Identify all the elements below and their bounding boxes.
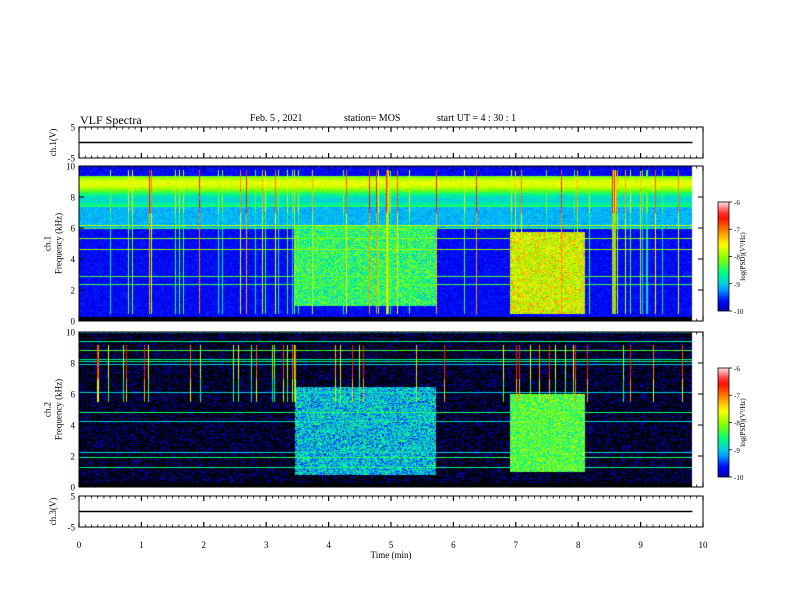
start-time-label: start UT = 4 : 30 : 1 (437, 113, 517, 124)
x-tick-label: 10 (699, 540, 709, 550)
ch2-colorbar-tick-label: -8 (734, 420, 740, 428)
x-tick-label: 1 (139, 540, 144, 550)
ch1-waveform-ylabel: ch.1(V) (48, 129, 58, 157)
station-label: station= MOS (344, 113, 401, 124)
ch1-waveform-y-tick-label: 5 (71, 123, 76, 133)
ch1-spectrogram-y-tick-label: 6 (71, 224, 76, 234)
ch2-spectrogram-y-tick-label: 4 (71, 421, 76, 431)
ch2-spectrogram-y-tick-label: 6 (71, 390, 76, 400)
x-tick-label: 0 (77, 540, 82, 550)
ch1-spectrogram-ylabel-line2: Frequency (kHz) (54, 213, 64, 274)
ch2-colorbar-tick-label: -7 (734, 392, 740, 400)
ch1-spectrogram-y-tick-label: 4 (71, 255, 76, 265)
x-tick-label: 5 (389, 540, 394, 550)
x-axis-label: Time (min) (371, 550, 412, 560)
ch1-spectrogram-y-tick-label: 10 (66, 162, 76, 172)
ch3-waveform-y-tick-label: -5 (68, 523, 76, 533)
ch2-colorbar (717, 367, 730, 478)
ch1-colorbar-tick-label: -8 (734, 254, 740, 262)
figure-title: VLF Spectra (80, 113, 142, 127)
x-tick-label: 4 (326, 540, 331, 550)
ch2-spectrogram-y-tick-label: 0 (71, 483, 76, 493)
ch2-spectrogram-y-tick-label: 8 (71, 359, 76, 369)
x-tick-label: 6 (451, 540, 456, 550)
ch1-colorbar-label: log(PSD)(V²/Hz) (739, 232, 747, 281)
ch1-spectrogram-y-tick-label: 2 (71, 286, 76, 296)
ch1-waveform-y-tick-label: -5 (68, 154, 76, 164)
ch1-colorbar-tick-label: -10 (734, 308, 744, 316)
x-tick-label: 2 (202, 540, 207, 550)
ch3-waveform-y-tick-label: 5 (71, 492, 76, 502)
ch2-spectrogram-ylabel-line1: ch.2 (43, 402, 53, 417)
ch1-colorbar-tick-label: -9 (734, 281, 740, 289)
ch2-colorbar-label: log(PSD)(V²/Hz) (739, 398, 747, 447)
ch2-spectrogram-y-tick-label: 2 (71, 452, 76, 462)
date-label: Feb. 5 , 2021 (250, 113, 303, 124)
ch2-spectrogram-y-tick-label: 10 (66, 328, 76, 338)
x-tick-label: 3 (264, 540, 269, 550)
x-tick-label: 8 (576, 540, 581, 550)
ch2-colorbar-tick-label: -6 (734, 365, 740, 373)
ch1-spectrogram-ylabel-line1: ch.1 (43, 236, 53, 251)
x-tick-label: 9 (638, 540, 643, 550)
ch2-colorbar-tick-label: -10 (734, 474, 744, 482)
ch1-colorbar (717, 201, 730, 312)
ch1-spectrogram-y-tick-label: 8 (71, 193, 76, 203)
ch2-colorbar-tick-label: -9 (734, 447, 740, 455)
ch1-colorbar-tick-label: -6 (734, 199, 740, 207)
ch1-colorbar-tick-label: -7 (734, 226, 740, 234)
x-tick-label: 7 (514, 540, 519, 550)
spectrogram-heatmap-ch1 (79, 166, 703, 321)
ch2-spectrogram-ylabel-line2: Frequency (kHz) (54, 379, 64, 440)
ch3-waveform-ylabel: ch.3(V) (48, 498, 58, 526)
spectrogram-heatmap-ch2 (79, 332, 703, 487)
ch1-spectrogram-y-tick-label: 0 (71, 317, 76, 327)
